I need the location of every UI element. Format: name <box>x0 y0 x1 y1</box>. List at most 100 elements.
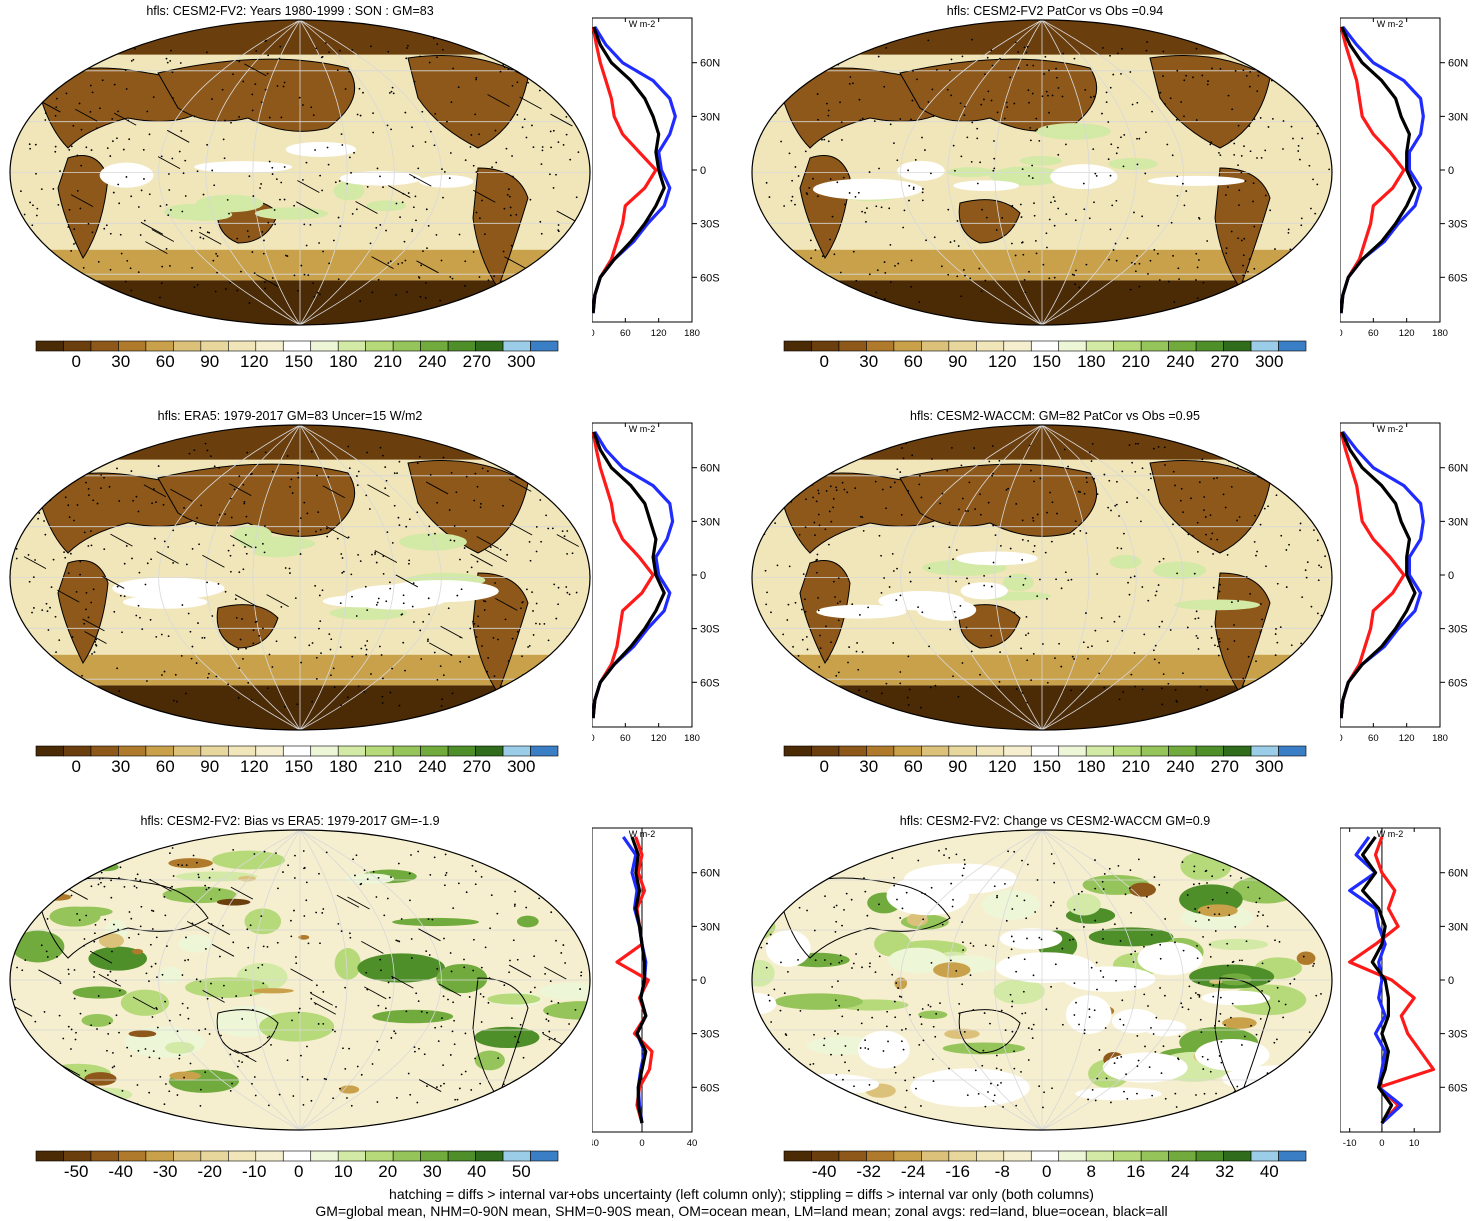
stipple-dot <box>867 606 870 609</box>
stipple-dot <box>1029 139 1032 142</box>
stipple-dot <box>921 892 923 894</box>
stipple-dot <box>99 107 101 110</box>
anomaly-positive <box>72 986 127 999</box>
stipple-dot <box>158 1057 161 1060</box>
stipple-dot <box>493 675 496 677</box>
stipple-dot <box>848 82 851 85</box>
stipple-dot <box>1152 1033 1155 1035</box>
stipple-dot <box>952 898 954 901</box>
stipple-dot <box>191 645 194 648</box>
stipple-dot <box>40 944 43 947</box>
stipple-dot <box>817 492 820 495</box>
stipple-dot <box>267 54 270 57</box>
stipple-dot <box>513 696 516 699</box>
stipple-dot <box>255 50 258 52</box>
ocean-mid-flux <box>112 577 225 600</box>
stipple-dot <box>411 230 414 233</box>
stipple-dot <box>554 870 556 873</box>
stipple-dot <box>1278 940 1281 943</box>
stipple-dot <box>1213 913 1216 916</box>
stipple-dot <box>1289 982 1292 985</box>
stipple-dot <box>370 673 372 675</box>
anomaly-neutral <box>765 930 811 967</box>
stipple-dot <box>97 883 100 886</box>
stipple-dot <box>295 962 298 965</box>
stipple-dot <box>1133 262 1136 265</box>
stipple-dot <box>356 1065 359 1068</box>
stipple-dot <box>421 110 424 113</box>
ocean-high-flux <box>989 166 1064 186</box>
stipple-dot <box>238 571 241 574</box>
stipple-dot <box>566 591 569 594</box>
stipple-dot <box>252 629 255 632</box>
panel-1: hfls: CESM2-FV2 PatCor vs Obs =0.94 0 30 60… <box>750 0 1483 400</box>
stipple-dot <box>1218 590 1221 593</box>
stipple-dot <box>180 130 183 132</box>
stipple-dot <box>1042 643 1044 645</box>
stipple-dot <box>1242 264 1244 267</box>
stipple-dot <box>160 633 163 636</box>
hatch-mark <box>548 270 571 284</box>
stipple-dot <box>319 942 321 945</box>
stipple-dot <box>902 1048 905 1051</box>
stipple-dot <box>1183 79 1186 82</box>
anomaly-negative <box>128 1030 157 1038</box>
stipple-dot <box>1071 655 1074 658</box>
stipple-dot <box>835 291 838 293</box>
stipple-dot <box>1247 655 1250 658</box>
stipple-dot <box>1230 230 1233 233</box>
stipple-dot <box>1195 252 1198 255</box>
stipple-dot <box>346 1097 348 1099</box>
stipple-dot <box>835 674 838 677</box>
stipple-dot <box>218 467 221 469</box>
stipple-dot <box>535 69 537 72</box>
stipple-dot <box>284 567 287 569</box>
stipple-dot <box>1025 615 1028 618</box>
stipple-dot <box>575 1085 577 1087</box>
stipple-dot <box>1318 1065 1321 1068</box>
stipple-dot <box>576 648 579 650</box>
stipple-dot <box>336 69 339 72</box>
stipple-dot <box>488 977 491 980</box>
stipple-dot <box>93 651 96 654</box>
stipple-dot <box>148 193 151 196</box>
stipple-dot <box>986 56 989 59</box>
stipple-dot <box>1178 278 1180 281</box>
stipple-dot <box>984 1105 987 1108</box>
stipple-dot <box>1046 597 1048 600</box>
stipple-dot <box>1163 994 1166 997</box>
stipple-dot <box>1291 695 1294 698</box>
stipple-dot <box>766 690 769 693</box>
stipple-dot <box>1229 702 1232 705</box>
stipple-dot <box>754 854 757 857</box>
stipple-dot <box>448 177 451 180</box>
stipple-dot <box>848 192 851 194</box>
stipple-dot <box>34 1020 37 1023</box>
stipple-dot <box>788 298 791 301</box>
stipple-dot <box>39 459 41 462</box>
stipple-dot <box>934 684 937 687</box>
stipple-dot <box>291 1019 293 1022</box>
stipple-dot <box>833 906 836 909</box>
hatch-mark <box>388 185 411 198</box>
stipple-dot <box>971 38 974 41</box>
stipple-dot <box>37 1076 40 1078</box>
stipple-dot <box>1024 291 1027 294</box>
stipple-dot <box>1092 148 1095 151</box>
stipple-dot <box>1193 572 1196 575</box>
stipple-dot <box>478 133 480 136</box>
stipple-dot <box>129 267 132 270</box>
stipple-dot <box>826 445 829 448</box>
stipple-dot <box>161 973 164 976</box>
stipple-dot <box>908 199 910 202</box>
stipple-dot <box>423 1053 426 1056</box>
stipple-dot <box>901 447 903 449</box>
stipple-dot <box>241 618 243 620</box>
stipple-dot <box>93 976 95 978</box>
stipple-dot <box>34 1046 36 1049</box>
stipple-dot <box>27 684 30 687</box>
stipple-dot <box>1174 941 1176 944</box>
stipple-dot <box>251 1082 253 1085</box>
stipple-dot <box>240 270 242 273</box>
stipple-dot <box>180 654 183 657</box>
